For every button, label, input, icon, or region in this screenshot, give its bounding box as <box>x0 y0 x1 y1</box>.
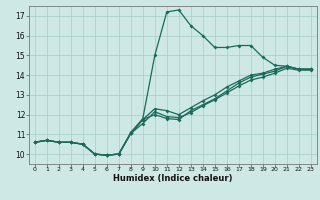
X-axis label: Humidex (Indice chaleur): Humidex (Indice chaleur) <box>113 174 233 183</box>
